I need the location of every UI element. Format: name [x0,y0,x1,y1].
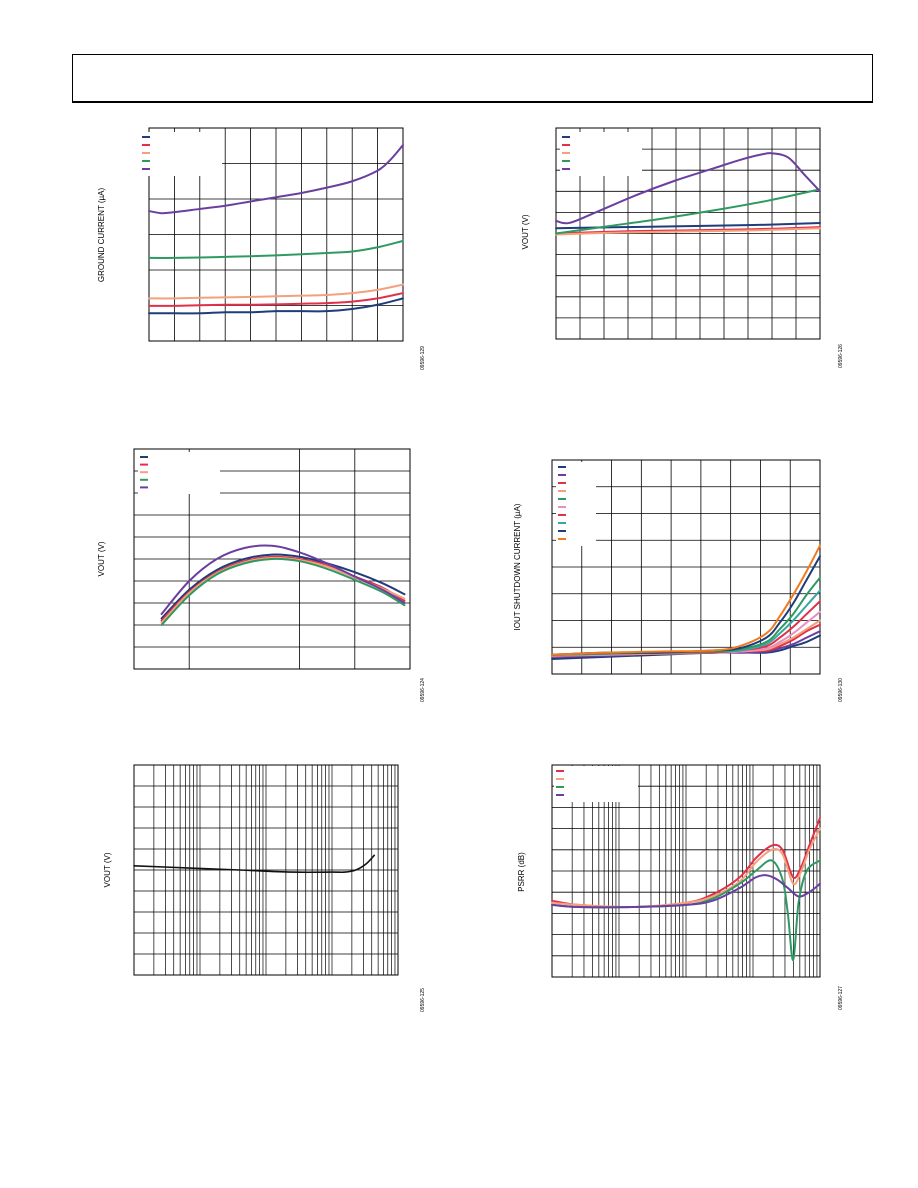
fig1-chart: GROUND CURRENT (µA) 09596-129 [97,127,426,370]
series-line-1 [160,553,406,620]
y-axis-label: VOUT (V) [97,541,106,576]
series-line-5 [555,152,821,225]
series-line-4 [148,239,404,259]
series-line-3 [148,283,404,300]
series-line-2 [148,292,404,307]
legend-box [138,452,220,494]
series-line-5 [148,144,404,215]
y-axis-label: VOUT (V) [103,852,112,887]
page-header-box [72,54,873,103]
fig5-chart: VOUT (V) 09596-125 [103,764,426,1012]
figure-code: 09596-125 [420,988,426,1012]
figure-code: 09596-127 [838,986,844,1010]
series-line-4 [555,188,821,235]
series-line-3 [160,556,406,624]
series-line-3 [555,227,821,236]
legend-box [140,132,222,176]
series-line-1 [133,854,376,874]
figure-code: 09596-129 [420,346,426,370]
series-line-1 [148,297,404,315]
series-line-2 [555,226,821,235]
series-line-10 [551,544,821,656]
series-line-4 [160,557,406,626]
legend-box [554,766,638,802]
series-line-9 [551,555,821,656]
fig2-chart: VOUT (V) 09596-126 [521,127,844,368]
y-axis-label: GROUND CURRENT (µA) [97,188,106,283]
figure-code: 09596-130 [838,678,844,702]
legend-box [560,132,642,176]
fig4-chart: IOUT SHUTDOWN CURRENT (µA) 09596-130 [513,459,844,702]
y-axis-label: PSRR (dB) [517,852,526,892]
series-line-5 [160,544,406,615]
fig3-chart: VOUT (V) 09596-124 [97,448,426,702]
figure-code: 09596-126 [838,344,844,368]
figure-code: 09596-124 [420,678,426,702]
series-line-4 [551,874,821,909]
y-axis-label: VOUT (V) [521,214,530,249]
fig6-chart: PSRR (dB) 09596-127 [517,764,844,1010]
y-axis-label: IOUT SHUTDOWN CURRENT (µA) [513,503,522,630]
